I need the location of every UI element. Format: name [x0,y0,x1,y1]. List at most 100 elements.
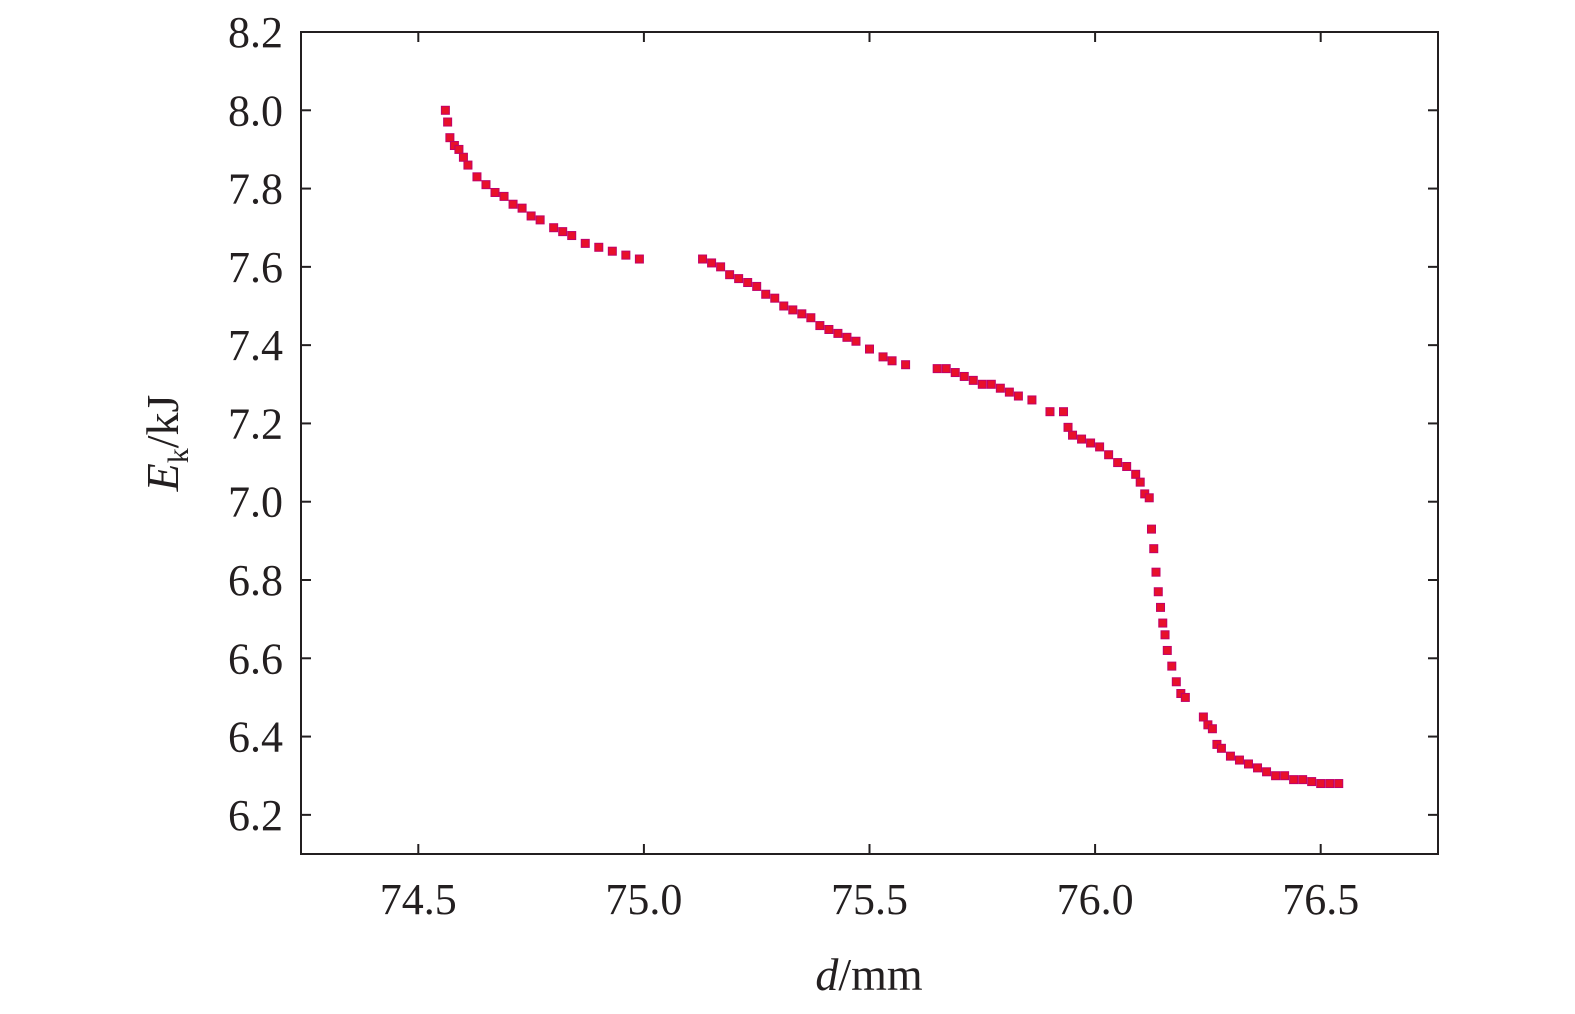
data-point [567,231,577,241]
data-point [995,383,1005,393]
data-point [1156,602,1166,612]
data-point [977,379,987,389]
data-point [1325,779,1335,789]
data-point [941,364,951,374]
data-point [842,332,852,342]
data-point [1013,391,1023,401]
data-point [878,352,888,362]
data-point [607,246,617,256]
data-point [1149,544,1159,554]
data-point [824,324,834,334]
data-point [517,203,527,213]
data-point [472,172,482,182]
data-point [1146,524,1156,534]
data-point [508,199,518,209]
data-point [797,309,807,319]
data-point [454,144,464,154]
x-axis-var: d [815,949,839,1000]
data-point [1158,618,1168,628]
y-tick-label: 6.4 [228,713,283,762]
data-point [1298,775,1308,785]
data-point [1004,387,1014,397]
data-point [1086,438,1096,448]
data-point [580,238,590,248]
data-point [594,242,604,252]
data-point [443,117,453,127]
y-tick-label: 7.4 [228,321,283,370]
data-point [1307,777,1317,787]
plot-area-frame [300,31,1439,855]
data-point [1059,407,1069,417]
data-point [1077,434,1087,444]
data-point [463,160,473,170]
data-point [1171,677,1181,687]
data-point [725,270,735,280]
y-tick-label: 6.8 [228,556,283,605]
data-point [1104,450,1114,460]
y-tick-label: 7.2 [228,399,283,448]
data-point [950,368,960,378]
data-point [734,274,744,284]
x-tick-label: 75.5 [831,875,908,924]
data-point [986,379,996,389]
y-axis-unit: /kJ [137,395,188,449]
y-axis-title: Ek/kJ [137,395,195,493]
data-point [1271,771,1281,781]
data-point [716,262,726,272]
data-point [770,293,780,303]
data-point [440,105,450,115]
data-point [1162,645,1172,655]
data-point [1144,493,1154,503]
data-point [1180,692,1190,702]
x-axis-unit: /mm [838,949,923,1000]
data-point [1131,469,1141,479]
data-point [481,180,491,190]
data-point [621,250,631,260]
data-points [440,105,1344,789]
data-point [1063,422,1073,432]
x-tick-label: 76.0 [1057,875,1134,924]
data-point [707,258,717,268]
data-point [901,360,911,370]
data-point [499,191,509,201]
data-point [490,187,500,197]
data-point [1216,743,1226,753]
data-point [1068,430,1078,440]
data-point [815,321,825,331]
data-point [806,313,816,323]
y-axis-subscript: k [162,448,195,463]
data-point [1151,567,1161,577]
data-point [1253,763,1263,773]
data-point [752,281,762,291]
x-tick-label: 74.5 [380,875,457,924]
data-point [1334,779,1344,789]
data-point [1262,767,1272,777]
data-point [698,254,708,264]
data-point [959,371,969,381]
data-point [1122,461,1132,471]
data-point [833,328,843,338]
data-point [788,305,798,315]
data-point [1280,771,1290,781]
data-point [761,289,771,299]
x-tick-label: 76.5 [1282,875,1359,924]
y-tick-label: 8.0 [228,86,283,135]
y-tick-label: 8.2 [228,8,283,57]
data-point [634,254,644,264]
data-point [851,336,861,346]
data-point [779,301,789,311]
data-point [1198,712,1208,722]
y-tick-label: 6.2 [228,791,283,840]
data-point [1289,775,1299,785]
data-point [865,344,874,354]
data-point [558,227,568,237]
data-point [887,356,897,366]
data-point [1027,395,1037,405]
data-point [1160,630,1170,640]
data-point [932,364,942,374]
data-point [1045,407,1055,417]
x-axis-title: d/mm [815,949,923,1000]
data-point [1135,477,1145,487]
data-point [1234,755,1244,765]
